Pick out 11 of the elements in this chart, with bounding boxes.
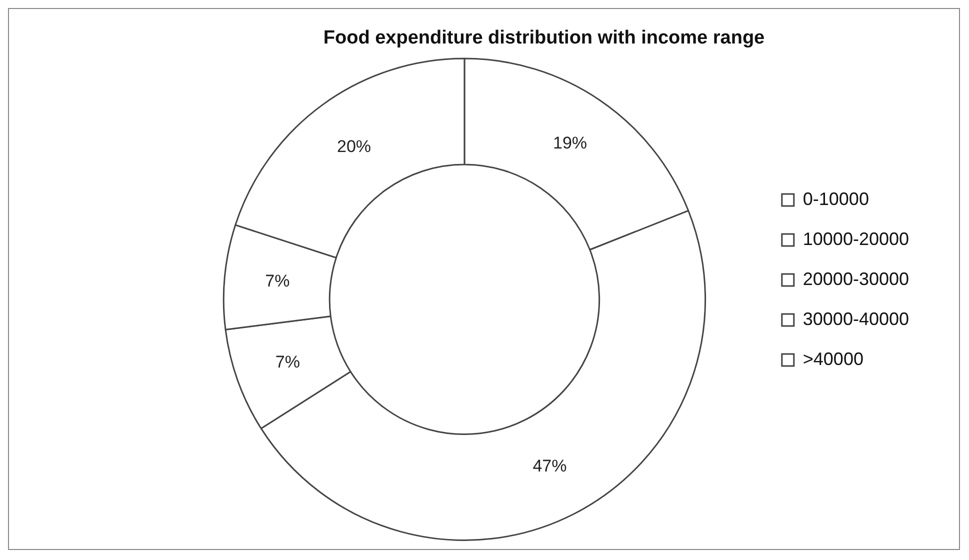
legend-label: 30000-40000: [802, 308, 910, 329]
data-label: 20%: [337, 137, 372, 156]
data-label: 7%: [265, 271, 290, 290]
legend-label: >40000: [802, 348, 864, 369]
legend-label: 10000-20000: [802, 228, 910, 249]
legend-label: 0-10000: [802, 188, 869, 209]
chart-title: Food expenditure distribution with income range: [323, 28, 765, 49]
data-label: 19%: [553, 134, 588, 153]
data-label: 7%: [275, 352, 300, 372]
data-label: 47%: [532, 456, 567, 476]
legend-label: 20000-30000: [802, 268, 910, 289]
